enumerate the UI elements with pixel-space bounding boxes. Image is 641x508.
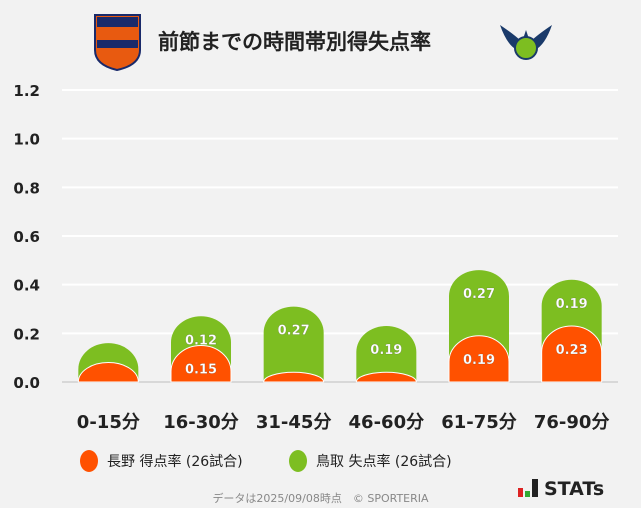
x-tick-label: 61-75分	[441, 412, 517, 433]
right-team-logo	[500, 25, 552, 60]
footer-note: データは2025/09/08時点 © SPORTERIA	[212, 492, 429, 505]
data-label-nagano: 0.15	[185, 363, 217, 378]
x-tick-label: 46-60分	[349, 412, 425, 433]
legend-item-nagano: 長野 得点率 (26試合)	[80, 450, 243, 472]
y-tick-label: 1.2	[13, 82, 40, 100]
x-tick-label: 16-30分	[163, 412, 239, 433]
y-tick-label: 1.0	[13, 131, 40, 149]
legend-item-tottori: 鳥取 失点率 (26試合)	[289, 450, 452, 472]
legend-label: 長野 得点率 (26試合)	[107, 454, 243, 470]
data-label-nagano: 0.23	[556, 343, 588, 358]
legend-swatch	[289, 450, 307, 472]
data-label-tottori: 0.19	[370, 343, 402, 358]
bar-nagano	[541, 325, 603, 383]
bar-nagano	[448, 335, 510, 383]
x-tick-label: 31-45分	[256, 412, 332, 433]
stats-brand: STATs	[518, 478, 604, 500]
y-tick-label: 0.8	[13, 179, 40, 197]
bar-tottori	[356, 326, 417, 382]
legend-swatch	[80, 450, 98, 472]
data-label-tottori: 0.27	[278, 324, 310, 339]
bar-nagano	[355, 371, 417, 383]
y-tick-label: 0.2	[13, 325, 40, 343]
x-tick-label: 76-90分	[534, 412, 610, 433]
y-tick-label: 0.6	[13, 228, 40, 246]
chart-title: 前節までの時間帯別得失点率	[158, 30, 431, 54]
stats-logo-icon	[518, 479, 538, 497]
data-label-tottori: 0.19	[556, 297, 588, 312]
data-label-tottori: 0.27	[463, 287, 495, 302]
bar-nagano	[77, 362, 139, 383]
x-tick-label: 0-15分	[77, 412, 140, 433]
bar-nagano	[170, 345, 232, 383]
left-team-logo	[94, 14, 141, 72]
bar-tottori	[263, 306, 324, 382]
bar-nagano	[263, 371, 325, 383]
y-tick-label: 0.0	[13, 374, 40, 392]
data-label-nagano: 0.19	[463, 353, 495, 368]
y-tick-label: 0.4	[13, 277, 40, 295]
stats-wordmark: STATs	[544, 478, 605, 500]
data-label-tottori: 0.12	[185, 333, 217, 348]
legend-label: 鳥取 失点率 (26試合)	[316, 454, 452, 470]
